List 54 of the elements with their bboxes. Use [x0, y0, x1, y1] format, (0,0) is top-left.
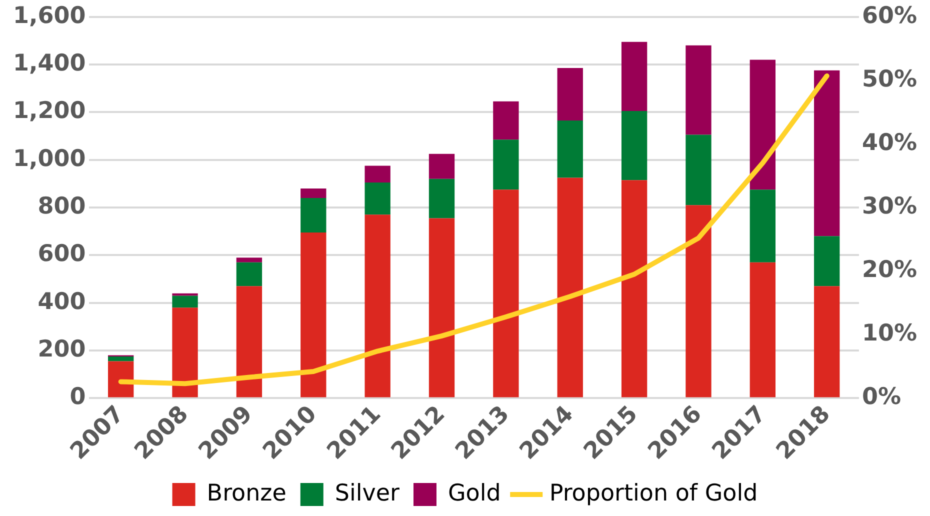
bar [686, 134, 712, 206]
y2-tick-label: 30% [862, 193, 918, 220]
bar [686, 205, 712, 398]
bar [428, 178, 455, 218]
y-tick-label: 0 [70, 384, 86, 410]
bar [621, 42, 648, 111]
legend-label: Bronze [206, 480, 286, 506]
bar [814, 70, 840, 236]
y2-tick-label: 20% [862, 257, 918, 284]
bar [108, 361, 134, 398]
y-tick-label: 1,600 [12, 2, 86, 29]
bar [300, 188, 326, 198]
bar [557, 178, 583, 398]
bar [750, 262, 776, 398]
bar [621, 110, 648, 180]
y2-tick-label: 50% [862, 66, 918, 92]
y-tick-label: 1,400 [12, 50, 86, 76]
y-tick-label: 1,200 [12, 98, 86, 124]
bar [364, 166, 390, 182]
bar [236, 286, 262, 398]
y-tick-label: 400 [38, 288, 86, 315]
y2-tick-label: 60% [862, 2, 918, 29]
y-tick-label: 200 [38, 336, 86, 363]
bar [300, 232, 326, 398]
bar [621, 180, 648, 398]
y-tick-label: 800 [38, 193, 86, 220]
bar [493, 140, 519, 190]
bar [493, 101, 519, 140]
legend-label: Proportion of Gold [549, 480, 758, 506]
bar [428, 218, 455, 398]
bar [814, 286, 840, 398]
bar [493, 190, 519, 398]
y2-tick-label: 10% [862, 320, 918, 347]
bar [172, 296, 198, 308]
bar [364, 214, 390, 398]
bar [108, 356, 134, 362]
y-tick-label: 600 [38, 241, 86, 268]
legend-label: Silver [334, 480, 400, 506]
y2-tick-label: 0% [862, 384, 902, 410]
bar [236, 262, 262, 286]
bar [557, 120, 583, 178]
legend-label: Gold [448, 480, 501, 506]
y2-tick-label: 40% [862, 130, 918, 156]
bar [236, 258, 262, 262]
bar [428, 154, 455, 179]
bar [686, 45, 712, 135]
bar [750, 190, 776, 262]
bar [364, 182, 390, 215]
bar [750, 60, 776, 190]
bar [557, 68, 583, 120]
bar [172, 308, 198, 398]
y-tick-label: 1,000 [12, 146, 86, 172]
bar [814, 236, 840, 286]
bar [300, 198, 326, 233]
